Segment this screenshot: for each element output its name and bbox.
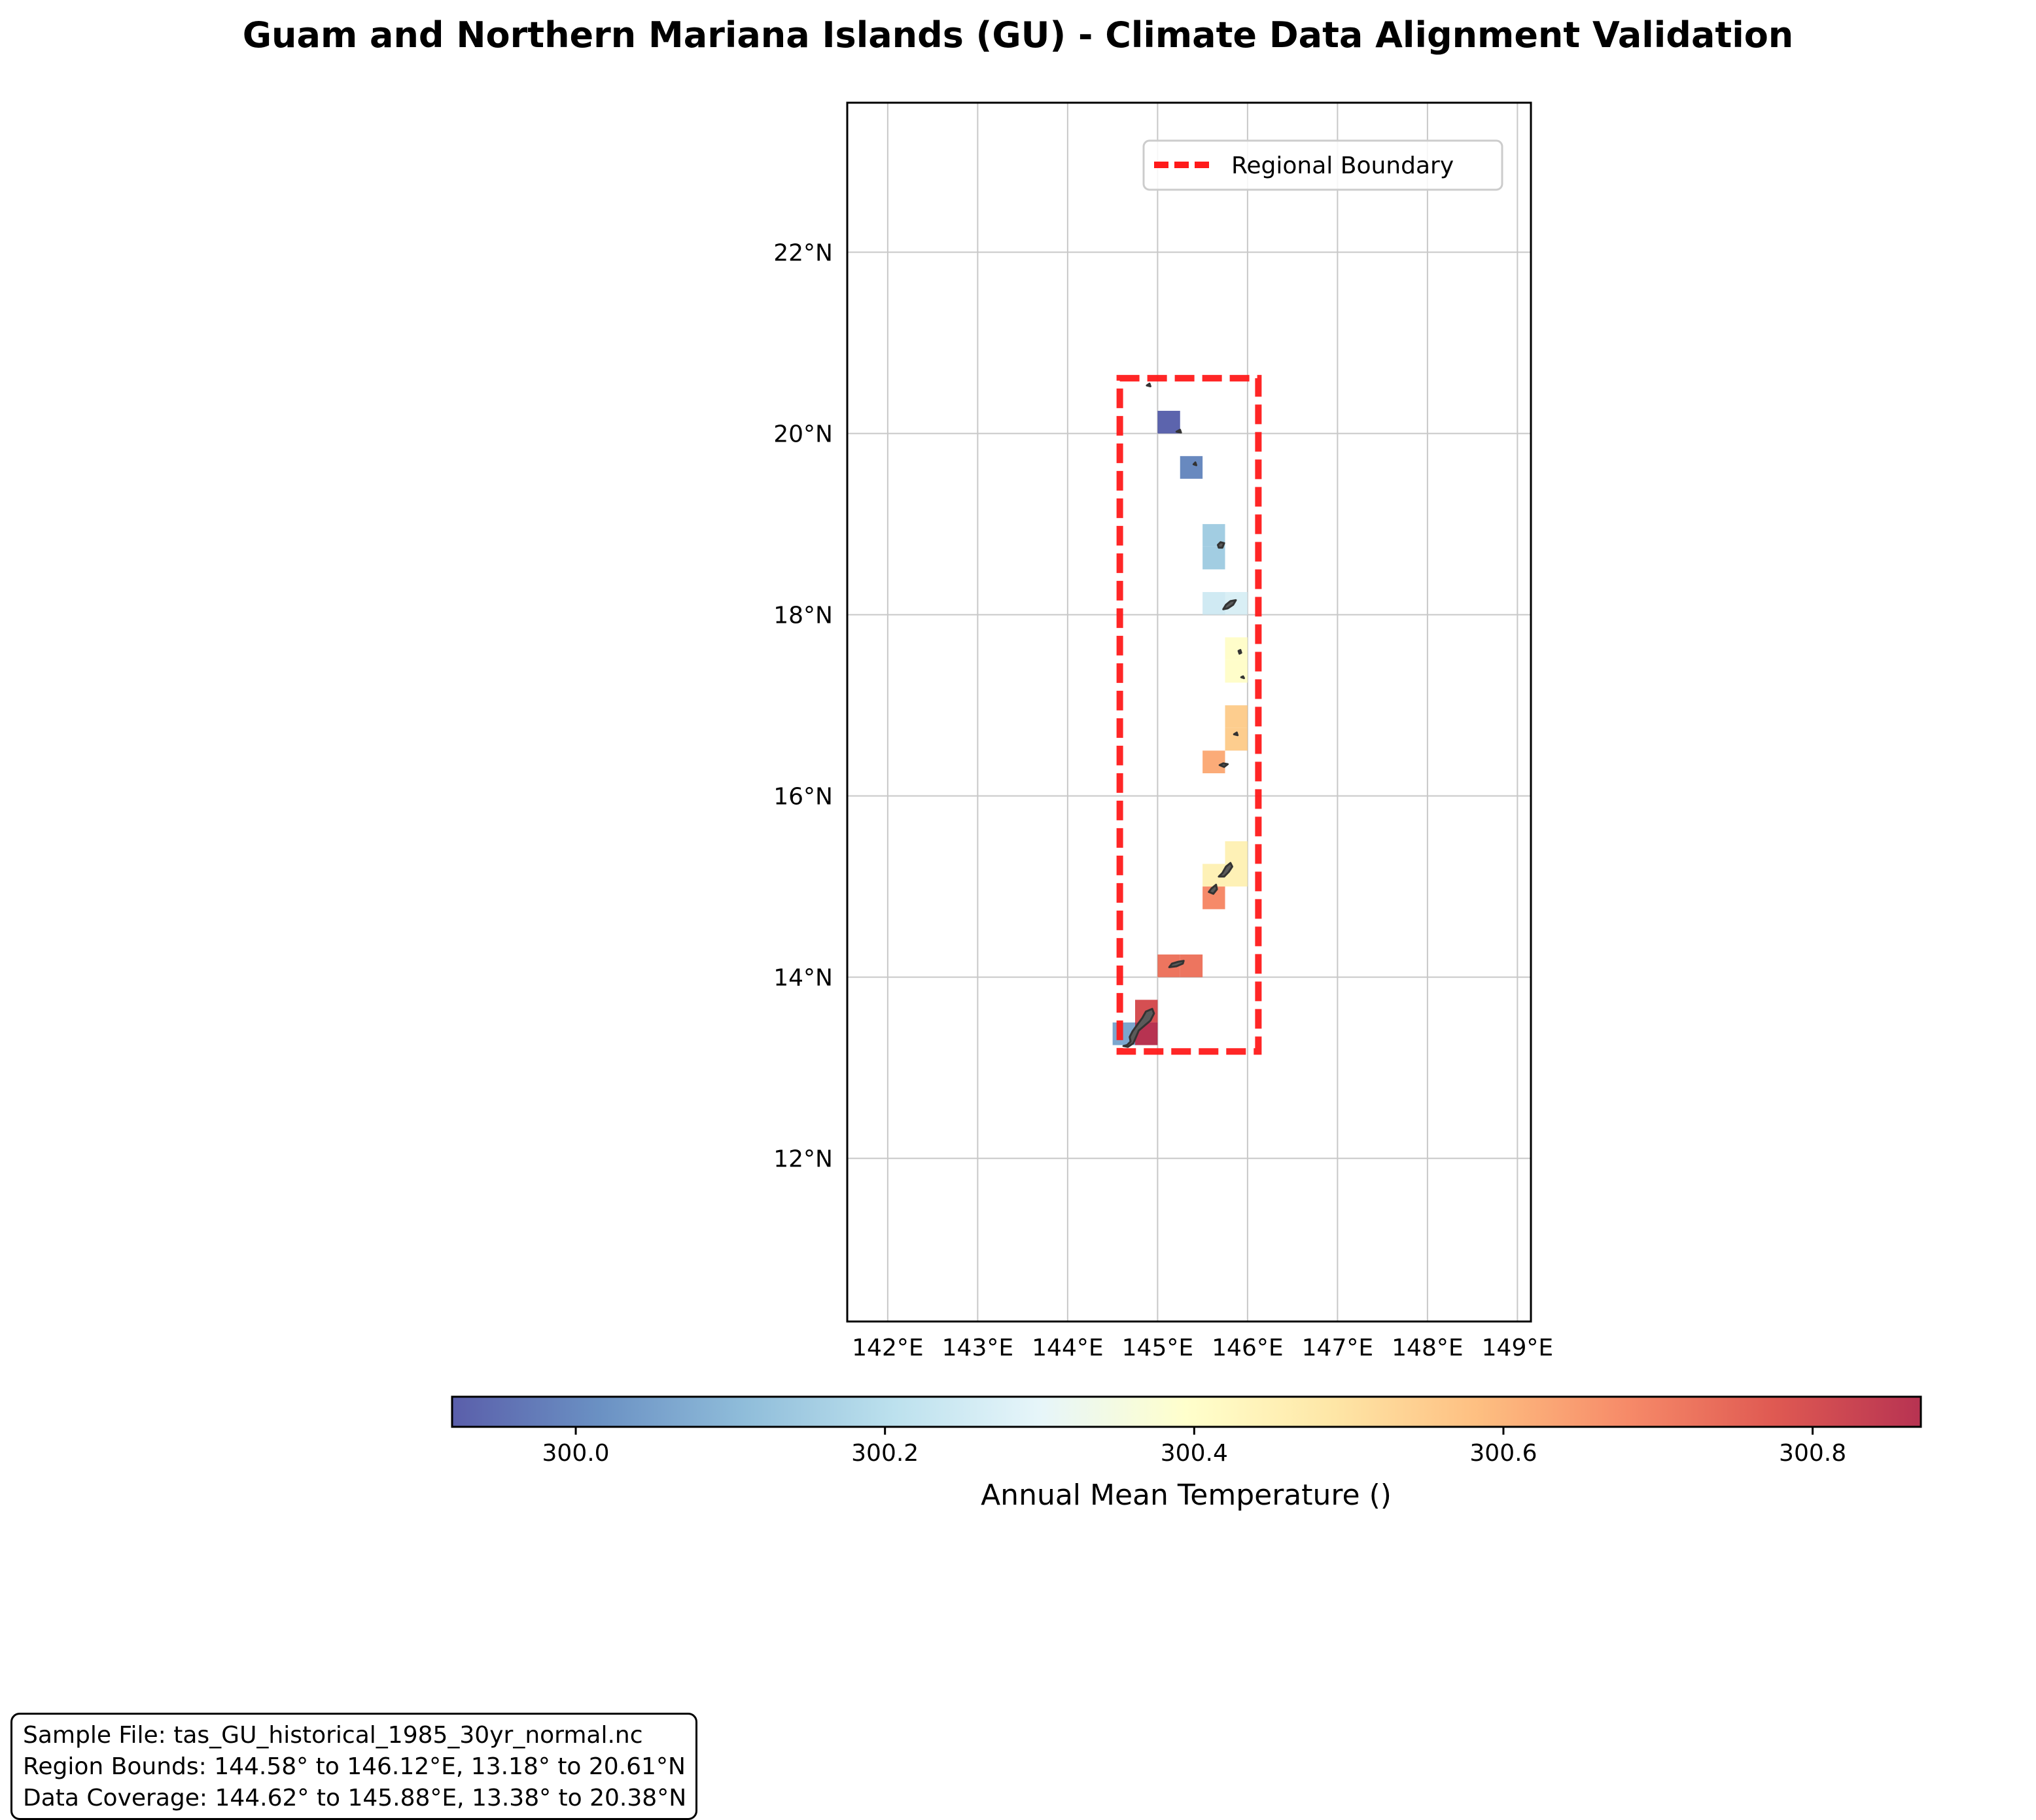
island-shape bbox=[1192, 461, 1197, 466]
colorbar-ticks: 300.0 300.2 300.4 300.6 300.8 bbox=[542, 1427, 1846, 1467]
temperature-cell bbox=[1225, 659, 1248, 683]
colorbar-tick-label: 300.2 bbox=[851, 1440, 919, 1467]
temperature-cell bbox=[1225, 705, 1248, 728]
island-shape bbox=[1233, 731, 1239, 737]
lat-tick-label: 18°N bbox=[773, 603, 833, 629]
lat-tick-label: 16°N bbox=[773, 784, 833, 811]
info-data-coverage: Data Coverage: 144.62° to 145.88°E, 13.3… bbox=[23, 1785, 687, 1811]
island-shape bbox=[1122, 1007, 1155, 1048]
temperature-cell bbox=[1202, 546, 1225, 570]
colorbar-label: Annual Mean Temperature () bbox=[981, 1479, 1392, 1512]
temperature-cell bbox=[1225, 637, 1248, 660]
colorbar-gradient bbox=[451, 1395, 1922, 1428]
temperature-cell bbox=[1225, 727, 1248, 751]
island-shape bbox=[1175, 429, 1182, 434]
legend-box bbox=[1142, 139, 1503, 191]
page-title: Guam and Northern Mariana Islands (GU) -… bbox=[242, 14, 1794, 56]
temperature-cell bbox=[1225, 841, 1248, 864]
lon-tick-label: 149°E bbox=[1482, 1335, 1553, 1361]
map-frame bbox=[846, 101, 1532, 1323]
axis-ticks: 12°N 14°N 16°N 18°N 20°N 22°N 142°E 143°E 144°E 1… bbox=[773, 240, 1553, 1361]
lon-tick-label: 145°E bbox=[1122, 1335, 1193, 1361]
temperature-cell bbox=[1180, 954, 1203, 977]
lon-tick-label: 146°E bbox=[1212, 1335, 1283, 1361]
temperature-cell bbox=[1180, 456, 1203, 479]
colorbar-tick-label: 300.0 bbox=[542, 1440, 610, 1467]
island-shape bbox=[1218, 862, 1233, 878]
temperature-cell bbox=[1202, 591, 1225, 615]
colorbar: 300.0 300.2 300.4 300.6 300.8 Annual Mean Te… bbox=[451, 1395, 1922, 1512]
lon-tick-label: 142°E bbox=[852, 1335, 923, 1361]
colorbar-tick-label: 300.4 bbox=[1161, 1440, 1228, 1467]
temperature-cell bbox=[1202, 750, 1225, 773]
island-shape bbox=[1168, 960, 1185, 968]
island-shape bbox=[1218, 762, 1229, 768]
lon-tick-label: 143°E bbox=[942, 1335, 1013, 1361]
legend: Regional Boundary bbox=[1142, 139, 1503, 191]
island-shape bbox=[1146, 382, 1151, 387]
colorbar-tick-label: 300.8 bbox=[1779, 1440, 1846, 1467]
lat-tick-label: 20°N bbox=[773, 421, 833, 448]
island-shape bbox=[1217, 541, 1225, 549]
lon-tick-label: 148°E bbox=[1392, 1335, 1463, 1361]
lat-tick-label: 22°N bbox=[773, 240, 833, 267]
info-box: Sample File: tas_GU_historical_1985_30yr… bbox=[10, 1713, 698, 1820]
island-shape bbox=[1222, 599, 1237, 610]
lat-tick-label: 12°N bbox=[773, 1146, 833, 1173]
lat-tick-label: 14°N bbox=[773, 965, 833, 992]
island-shape bbox=[1237, 649, 1242, 655]
legend-label-regional-boundary: Regional Boundary bbox=[1231, 152, 1454, 179]
temperature-cell bbox=[1157, 410, 1180, 434]
island-shape bbox=[1240, 675, 1245, 680]
map-background bbox=[847, 103, 1531, 1321]
colorbar-tick-label: 300.6 bbox=[1469, 1440, 1537, 1467]
island-outlines bbox=[1122, 382, 1245, 1048]
regional-boundary bbox=[1116, 375, 1262, 1055]
regional-boundary-rect bbox=[1116, 375, 1262, 1055]
lon-tick-label: 147°E bbox=[1302, 1335, 1373, 1361]
info-sample-file: Sample File: tas_GU_historical_1985_30yr… bbox=[23, 1722, 643, 1749]
island-shape bbox=[1208, 883, 1218, 895]
lon-tick-label: 144°E bbox=[1032, 1335, 1103, 1361]
info-region-bounds: Region Bounds: 144.58° to 146.12°E, 13.1… bbox=[23, 1753, 686, 1780]
